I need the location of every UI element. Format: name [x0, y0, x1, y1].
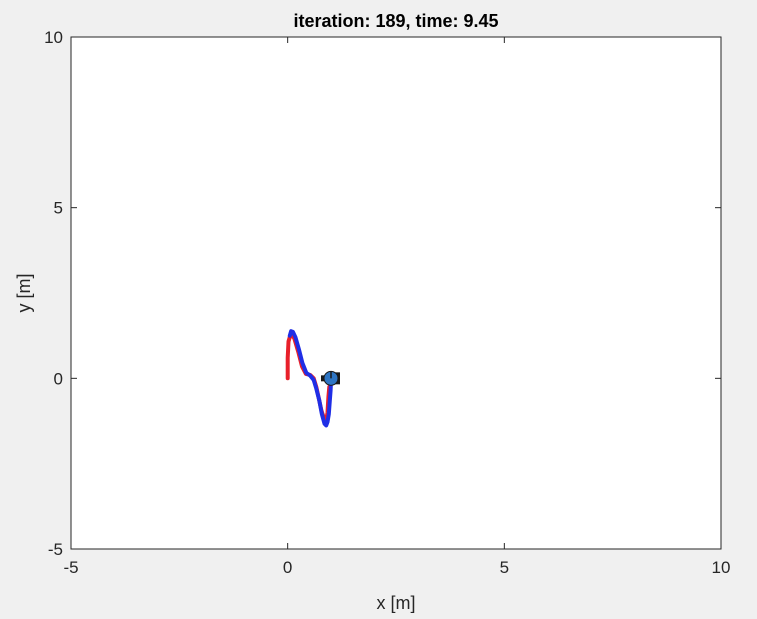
robot-wheel	[321, 375, 325, 382]
axis-ticks	[70, 36, 722, 550]
tick-labels: -5 0 5 10 10 5 0 -5	[44, 28, 730, 577]
x-axis-label: x [m]	[377, 593, 416, 613]
x-tick-label: -5	[63, 558, 78, 577]
chart-title: iteration: 189, time: 9.45	[293, 11, 498, 31]
robot-marker	[321, 370, 340, 386]
y-tick-label: -5	[48, 540, 63, 559]
x-tick-label: 10	[712, 558, 731, 577]
x-tick-label: 5	[500, 558, 509, 577]
y-tick-label: 10	[44, 28, 63, 47]
plot-area	[70, 36, 722, 550]
y-tick-label: 0	[54, 369, 63, 388]
y-tick-label: 5	[54, 199, 63, 218]
data-layer	[285, 329, 340, 428]
x-tick-label: 0	[283, 558, 292, 577]
trajectory-series-1	[287, 329, 333, 428]
y-axis-label: y [m]	[14, 274, 34, 313]
